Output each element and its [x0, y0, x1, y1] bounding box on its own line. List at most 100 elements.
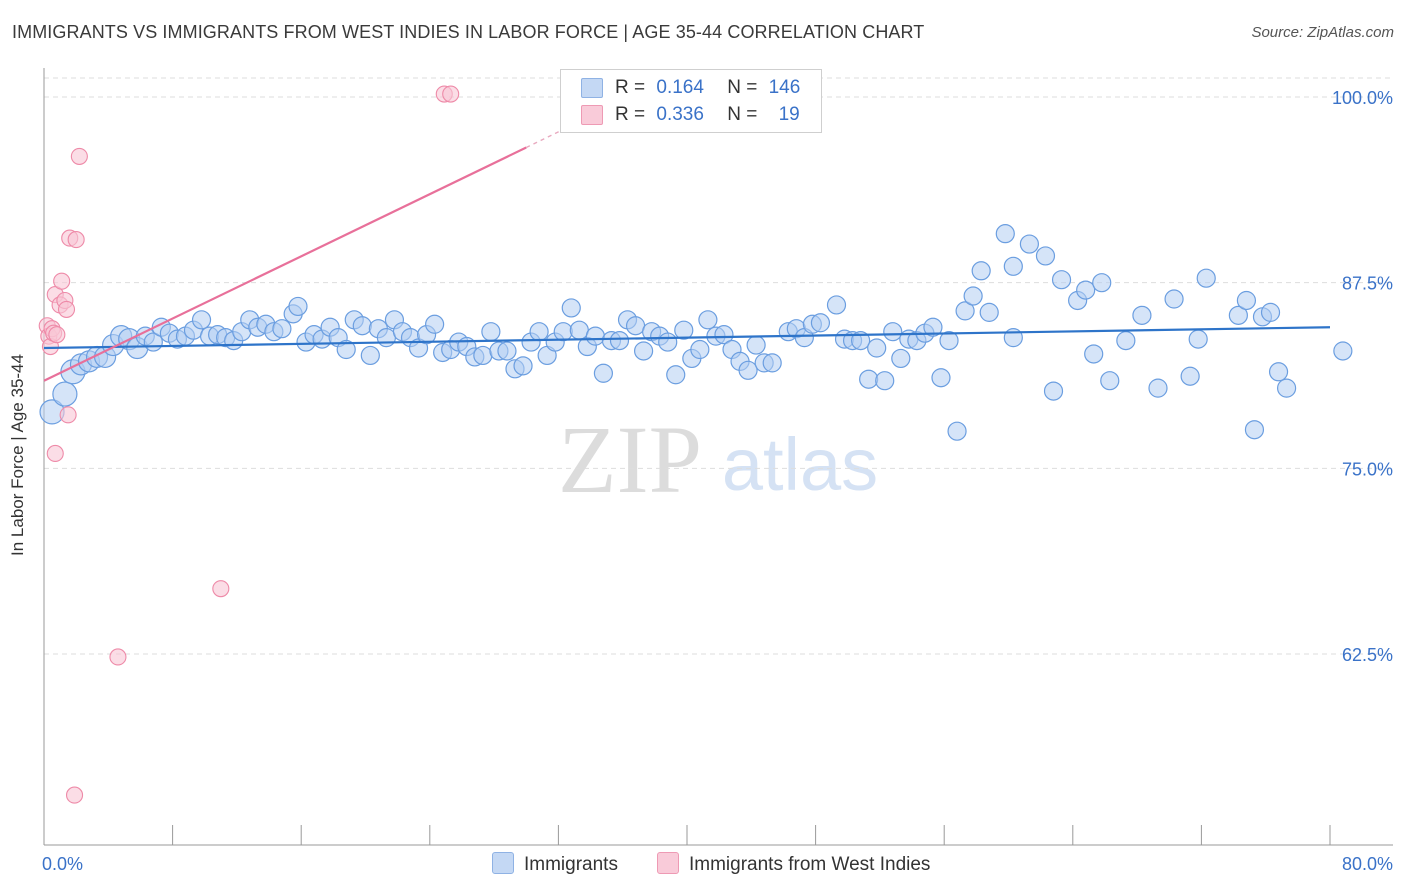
immigrants-point [746, 335, 766, 355]
immigrants-point [955, 301, 975, 321]
watermark-zip: ZIP [558, 406, 702, 513]
immigrants-point [336, 339, 356, 360]
axes [43, 68, 1393, 846]
y-tick-label: 100.0% [1332, 88, 1393, 108]
west-indies-point [48, 326, 66, 344]
immigrants-point [1100, 371, 1120, 391]
bottom-legend-swatch-pink [657, 852, 679, 874]
immigrants-point [810, 313, 831, 333]
immigrants-point [883, 322, 903, 342]
immigrants-point [376, 328, 396, 348]
immigrants-point [867, 338, 887, 358]
west-indies-point [65, 786, 84, 804]
immigrants-point [425, 314, 445, 334]
immigrants-point [352, 316, 372, 336]
immigrants-point [1035, 246, 1056, 266]
immigrants-point [995, 224, 1015, 244]
x-tick-label: 0.0% [42, 854, 83, 874]
immigrants-point [714, 325, 734, 345]
immigrants-point [738, 360, 758, 380]
immigrants-point [690, 339, 710, 360]
immigrants-point [481, 322, 501, 342]
bottom-legend-label: Immigrants [524, 854, 618, 875]
west-indies-point [67, 231, 85, 249]
immigrants-point [52, 381, 78, 407]
immigrants-point [826, 295, 847, 315]
immigrants-point [963, 286, 983, 306]
west-indies-trend-line [43, 146, 527, 382]
west-indies-point [70, 147, 88, 165]
chart-title: IMMIGRANTS VS IMMIGRANTS FROM WEST INDIE… [12, 22, 925, 42]
immigrants-point [859, 369, 879, 389]
immigrants-point [360, 345, 380, 366]
immigrants-point [1276, 378, 1297, 398]
legend-r-value: 0.336 [656, 104, 704, 125]
immigrants-point [1260, 302, 1281, 322]
immigrants-point [971, 261, 991, 281]
immigrants-point [875, 371, 895, 391]
immigrants-point [947, 421, 967, 441]
tick-labels: 62.5% 75.0% 87.5% 100.0% 0.0% 80.0% [42, 88, 1393, 874]
legend-swatch-blue [581, 78, 603, 98]
west-indies-point [442, 85, 460, 103]
immigrants-point [569, 320, 589, 340]
immigrants-point [1092, 273, 1112, 293]
immigrants-point [1043, 381, 1064, 401]
legend-swatch-pink [581, 105, 603, 125]
legend-n-value: 146 [768, 77, 801, 98]
immigrants-point [497, 341, 517, 361]
west-indies-points [38, 85, 460, 804]
source-label: Source: ZipAtlas.com [1251, 24, 1394, 41]
immigrants-point [1076, 280, 1096, 300]
legend-n-label: N = [727, 104, 758, 125]
immigrants-point [561, 298, 581, 318]
west-indies-point [46, 444, 64, 463]
immigrants-point [593, 363, 614, 383]
west-indies-point [53, 272, 71, 290]
y-tick-label: 75.0% [1342, 459, 1393, 479]
immigrants-point [1333, 341, 1353, 361]
immigrants-point [931, 368, 951, 388]
immigrants-point [1196, 268, 1216, 288]
immigrants-point [553, 322, 573, 342]
immigrants-point [1164, 289, 1184, 309]
immigrants-point [923, 317, 943, 337]
watermark-atlas: atlas [722, 423, 878, 506]
immigrants-point [272, 319, 292, 339]
immigrants-point [1132, 305, 1152, 325]
immigrants-point [666, 365, 686, 385]
immigrants-point [1236, 290, 1257, 311]
grid-lines [44, 77, 1393, 655]
legend-r-value: 0.164 [656, 77, 704, 98]
immigrants-point [1019, 234, 1039, 254]
immigrants-point [513, 356, 533, 376]
immigrants-point [633, 341, 654, 361]
legend-r-label: R = [615, 77, 646, 98]
immigrants-point [698, 310, 718, 330]
immigrants-point [1188, 329, 1208, 349]
bottom-legend-west-indies: Immigrants from West Indies [657, 852, 930, 876]
immigrants-point [1228, 305, 1248, 325]
immigrants-point [191, 310, 212, 330]
immigrants-point [1003, 256, 1023, 276]
immigrants-point [1244, 420, 1265, 440]
legend-n-label: N = [727, 77, 758, 98]
west-indies-point [57, 300, 76, 318]
immigrants-point [762, 353, 782, 373]
immigrants-point [625, 316, 646, 336]
immigrants-point [851, 330, 871, 351]
y-axis-label: In Labor Force | Age 35-44 [8, 354, 27, 556]
immigrants-point [1148, 378, 1168, 398]
x-tick-label: 80.0% [1342, 854, 1393, 874]
legend-r-label: R = [615, 104, 646, 125]
immigrants-point [1268, 362, 1289, 382]
immigrants-trend-line [43, 326, 1331, 350]
immigrants-point [1180, 366, 1200, 386]
immigrants-point [609, 330, 630, 351]
west-indies-point [59, 406, 77, 424]
west-indies-point [109, 648, 127, 666]
immigrants-point [979, 302, 999, 322]
immigrants-point [1051, 270, 1072, 290]
immigrants-point [529, 322, 549, 342]
